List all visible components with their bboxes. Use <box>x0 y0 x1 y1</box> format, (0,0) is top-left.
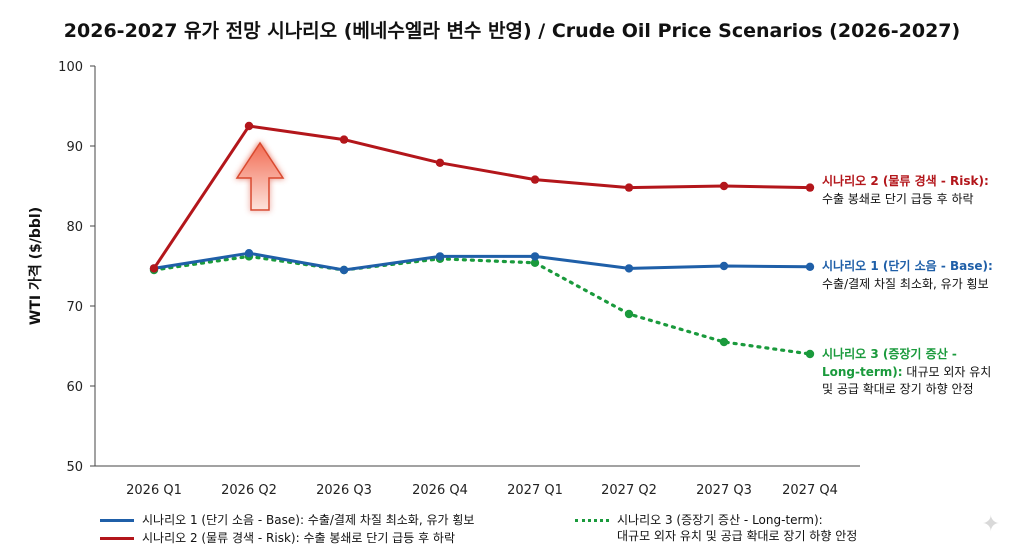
data-point-s2 <box>530 175 540 184</box>
legend-item-s1: 시나리오 1 (단기 소음 - Base): 수출/결제 차질 최소화, 유가 … <box>100 512 474 528</box>
x-tick-label: 2026 Q3 <box>316 483 372 498</box>
y-tick-label: 100 <box>58 60 83 75</box>
annotation-s1-body: 수출/결제 차질 최소화, 유가 횡보 <box>822 277 989 291</box>
legend: 시나리오 1 (단기 소음 - Base): 수출/결제 차질 최소화, 유가 … <box>100 512 1000 556</box>
y-tick-label: 60 <box>66 380 83 395</box>
axes: 50 60 70 80 90 100 2026 Q1 2026 Q2 2026 Q3 2026 Q… <box>27 60 860 498</box>
annotation-s2-body: 수출 봉쇄로 단기 급등 후 하락 <box>822 192 974 206</box>
x-tick-label: 2026 Q1 <box>126 483 182 498</box>
annotation-s3-body-start: 대규모 외자 유치 <box>903 365 992 379</box>
x-tick-label: 2027 Q2 <box>601 483 657 498</box>
annotations: 시나리오 2 (물류 경색 - Risk): 수출 봉쇄로 단기 급등 후 하락시… <box>822 173 993 396</box>
data-point-s2 <box>339 135 349 144</box>
surge-arrow-icon <box>235 141 285 211</box>
x-tick-label: 2027 Q1 <box>507 483 563 498</box>
series-line-s1 <box>153 251 811 272</box>
data-point-s2 <box>435 158 445 167</box>
annotation-s2-title: 시나리오 2 (물류 경색 - Risk): <box>822 173 989 188</box>
data-point-s1 <box>805 262 815 271</box>
y-tick-label: 50 <box>66 460 83 475</box>
data-point-s1 <box>624 264 634 273</box>
data-point-s1 <box>435 252 445 261</box>
legend-label: 시나리오 2 (물류 경색 - Risk): 수출 봉쇄로 단기 급등 후 하락 <box>142 531 456 545</box>
y-axis-label: WTI 가격 ($/bbl) <box>27 207 44 325</box>
data-point-s2 <box>624 183 634 192</box>
legend-swatch <box>100 519 134 522</box>
legend-item-s2: 시나리오 2 (물류 경색 - Risk): 수출 봉쇄로 단기 급등 후 하락 <box>100 530 455 546</box>
data-point-s1 <box>339 265 349 275</box>
legend-label: 시나리오 1 (단기 소음 - Base): 수출/결제 차질 최소화, 유가 … <box>142 513 475 527</box>
annotation-s3-title: 시나리오 3 (증장기 증산 - <box>822 346 957 361</box>
legend-label-cont: 대규모 외자 유치 및 공급 확대로 장기 하향 안정 <box>617 529 858 543</box>
annotation-s1-title: 시나리오 1 (단기 소음 - Base): <box>822 258 993 273</box>
data-point-s2 <box>719 181 729 191</box>
legend-item-s3: 시나리오 3 (증장기 증산 - Long-term): 대규모 외자 유치 및… <box>575 512 857 544</box>
data-point-s3 <box>719 337 729 347</box>
data-point-s2 <box>149 264 159 273</box>
data-point-s2 <box>244 121 254 131</box>
x-tick-label: 2026 Q2 <box>221 483 277 498</box>
data-point-s3 <box>624 309 634 319</box>
legend-swatch <box>575 519 609 522</box>
x-tick-label: 2027 Q3 <box>696 483 752 498</box>
data-point-s1 <box>719 261 729 271</box>
legend-swatch <box>100 537 134 540</box>
data-point-s3 <box>805 349 815 359</box>
data-point-s1 <box>530 252 540 261</box>
y-tick-label: 90 <box>66 140 83 155</box>
data-point-s1 <box>244 249 254 258</box>
x-tick-label: 2026 Q4 <box>412 483 468 498</box>
data-point-s2 <box>805 183 815 192</box>
up-arrow-shape <box>235 141 285 211</box>
y-tick-label: 80 <box>66 220 83 235</box>
data-point-s3 <box>530 258 540 267</box>
annotation-s3-title2: Long-term): 대규모 외자 유치 <box>822 365 991 379</box>
chart-title: 2026-2027 유가 전망 시나리오 (베네수엘라 변수 반영) / Cru… <box>63 20 961 42</box>
sparkle-icon: ✦ <box>981 512 1000 537</box>
annotation-s3-body: 및 공급 확대로 장기 하향 안정 <box>822 382 974 396</box>
series-line-s2 <box>152 124 811 270</box>
y-tick-label: 70 <box>66 300 83 315</box>
series-layer <box>149 121 815 359</box>
series-line-s3 <box>152 254 812 356</box>
x-tick-label: 2027 Q4 <box>782 483 838 498</box>
legend-label: 시나리오 3 (증장기 증산 - Long-term): <box>617 513 823 527</box>
